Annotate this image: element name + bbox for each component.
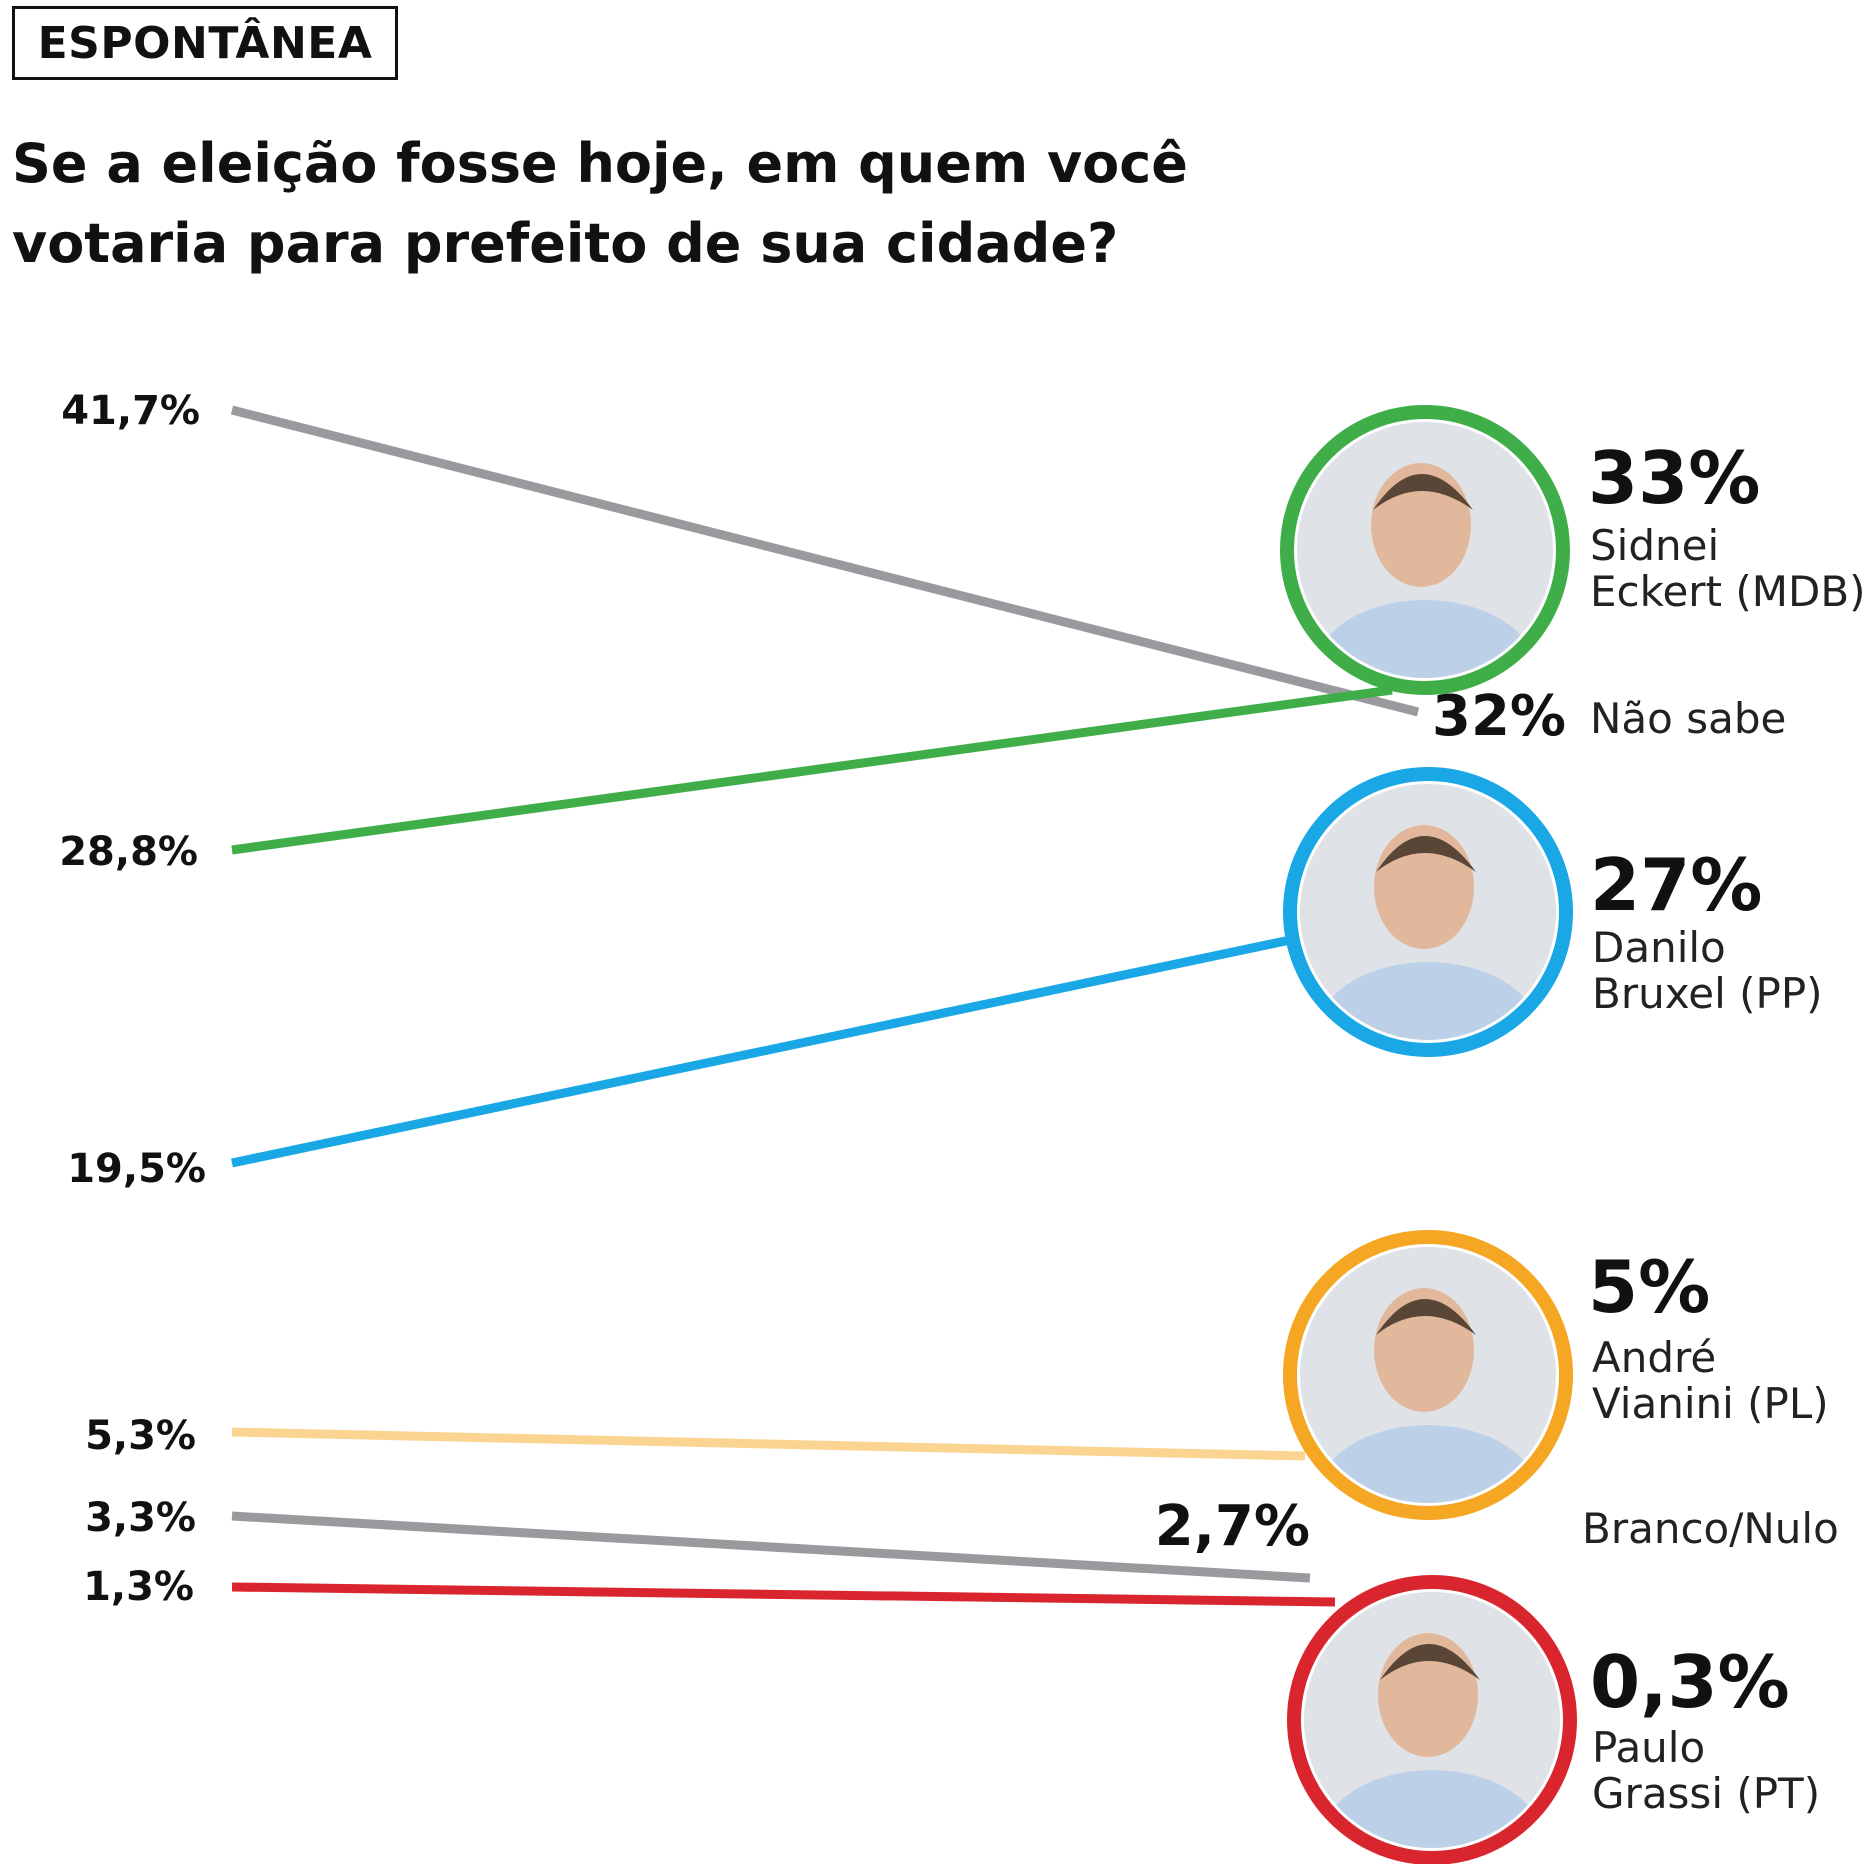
series-line-branco_nulo — [231, 1511, 1311, 1583]
avatar-andre — [1283, 1230, 1573, 1520]
series-name-branco_nulo-line-1: Branco/Nulo — [1582, 1504, 1839, 1553]
series-name-danilo-line-1: Danilo — [1592, 923, 1726, 972]
candidate-portrait-icon — [1300, 1247, 1556, 1503]
series-line-nao_sabe — [230, 405, 1420, 717]
avatar-paulo — [1287, 1575, 1577, 1864]
survey-type-tag: ESPONTÂNEA — [12, 6, 398, 80]
series-name-danilo-line-2: Bruxel (PP) — [1592, 969, 1823, 1018]
survey-type-label: ESPONTÂNEA — [37, 17, 373, 69]
start-value-label-paulo: 1,3% — [83, 1564, 194, 1610]
series-name-paulo-line-2: Grassi (PT) — [1592, 1769, 1820, 1818]
candidate-avatars — [1280, 405, 1577, 1864]
candidate-portrait-icon — [1297, 422, 1553, 678]
start-value-label-danilo: 19,5% — [67, 1146, 206, 1192]
series-line-danilo — [231, 935, 1291, 1168]
series-name-sidnei-line-1: Sidnei — [1590, 521, 1719, 570]
series-name-andre-line-1: André — [1592, 1333, 1716, 1382]
series-lines — [230, 405, 1420, 1607]
end-value-label-sidnei: 33% — [1588, 436, 1760, 520]
series-name-sidnei-line-2: Eckert (MDB) — [1590, 567, 1865, 616]
chart-title: Se a eleição fosse hoje, em quem você vo… — [12, 124, 1212, 284]
candidate-portrait-icon — [1300, 784, 1556, 1040]
end-value-label-andre: 5% — [1588, 1245, 1710, 1329]
end-value-label-branco_nulo: 2,7% — [1155, 1494, 1310, 1559]
series-line-sidnei — [231, 685, 1393, 855]
end-value-label-nao_sabe: 32% — [1432, 684, 1566, 749]
end-value-label-paulo: 0,3% — [1590, 1640, 1790, 1724]
avatar-danilo — [1283, 767, 1573, 1057]
series-name-nao_sabe-line-1: Não sabe — [1590, 694, 1786, 743]
end-value-label-danilo: 27% — [1590, 843, 1762, 927]
avatar-sidnei — [1280, 405, 1570, 695]
series-line-paulo — [231, 1582, 1336, 1607]
start-value-label-nao_sabe: 41,7% — [61, 388, 200, 434]
start-value-label-branco_nulo: 3,3% — [85, 1495, 196, 1541]
series-name-andre-line-2: Vianini (PL) — [1592, 1379, 1829, 1428]
start-value-label-sidnei: 28,8% — [59, 829, 198, 875]
series-name-paulo-line-1: Paulo — [1592, 1723, 1705, 1772]
start-value-label-andre: 5,3% — [85, 1413, 196, 1459]
chart-title-line-2: votaria para prefeito de sua cidade? — [12, 212, 1119, 275]
candidate-portrait-icon — [1304, 1592, 1560, 1848]
series-line-andre — [231, 1427, 1306, 1461]
chart-title-line-1: Se a eleição fosse hoje, em quem você — [12, 132, 1188, 195]
